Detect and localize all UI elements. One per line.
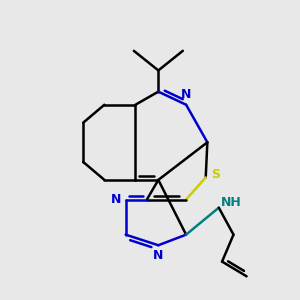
Text: N: N — [153, 249, 164, 262]
Text: N: N — [110, 193, 121, 206]
Text: N: N — [181, 88, 191, 101]
Text: NH: NH — [220, 196, 242, 208]
Text: S: S — [211, 168, 220, 181]
